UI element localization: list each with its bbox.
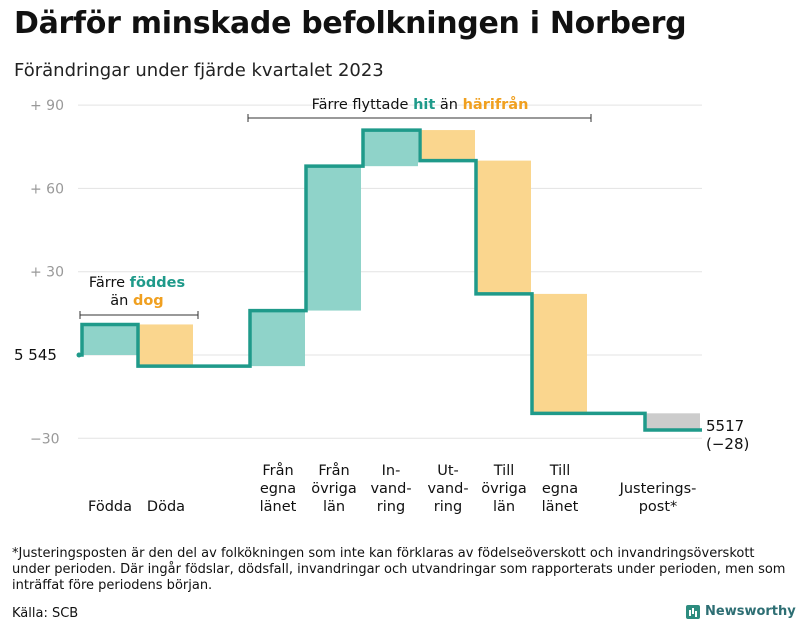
category-label-till_egna: Till egna länet xyxy=(520,462,600,516)
bar-utvandring xyxy=(420,130,475,161)
brand-logo: Newsworthy xyxy=(686,604,796,619)
migration-annotation-highlight2: härifrån xyxy=(462,97,529,113)
category-label-line: egna xyxy=(541,481,579,497)
category-label-line: Döda xyxy=(146,499,186,515)
chart-title: Därför minskade befolkningen i Norberg xyxy=(14,6,687,41)
newsworthy-logo-icon xyxy=(686,604,700,619)
y-tick-label: + 30 xyxy=(30,265,64,281)
category-label-line: övriga xyxy=(311,481,357,497)
category-label-line: vand- xyxy=(370,481,412,497)
category-label-fran_egna: Från egna länet xyxy=(238,462,318,516)
migration-annotation-middle: än xyxy=(439,97,458,113)
start-point xyxy=(76,352,82,358)
category-label-line: länet xyxy=(259,499,297,515)
y-tick-label: + 90 xyxy=(30,98,64,114)
category-label-line: ring xyxy=(376,499,406,515)
category-label-line: Till xyxy=(549,463,571,479)
category-label-invandring: In-vand-ring xyxy=(351,462,431,516)
category-label-fran_ovriga: Från övriga län xyxy=(294,462,374,516)
category-label-doda: Döda xyxy=(126,498,206,516)
category-label-line: vand- xyxy=(427,481,469,497)
bar-till_ovriga xyxy=(476,160,531,294)
start-value-label: 5 545 xyxy=(14,346,57,364)
category-label-justeringspost: Justerings-post* xyxy=(618,480,698,516)
category-label-line: län xyxy=(492,499,516,515)
footnote: *Justeringsposten är den del av folkökni… xyxy=(12,546,786,593)
category-label-line: In- xyxy=(381,463,401,479)
bar-invandring xyxy=(363,130,418,167)
category-label-line: Justerings- xyxy=(619,481,697,497)
category-label-fodda: Födda xyxy=(70,498,150,516)
bar-justeringspost xyxy=(645,413,700,430)
category-label-line: länet xyxy=(541,499,579,515)
bar-fran_ovriga xyxy=(306,166,361,311)
category-label-line: övriga xyxy=(481,481,527,497)
chart-subtitle: Förändringar under fjärde kvartalet 2023 xyxy=(14,60,384,81)
migration-annotation-highlight1: hit xyxy=(413,97,436,113)
end-value-label: 5517 (−28) xyxy=(706,417,749,453)
category-label-line: Ut- xyxy=(437,463,459,479)
category-label-line: ring xyxy=(433,499,463,515)
bar-doda xyxy=(138,324,193,367)
category-label-line: Till xyxy=(493,463,515,479)
category-label-utvandring: Ut-vand-ring xyxy=(408,462,488,516)
migration-annotation-prefix: Färre flyttade xyxy=(311,97,409,113)
cumulative-step-line xyxy=(78,128,702,432)
births-annotation-middle: än xyxy=(110,293,129,309)
category-label-line: Från xyxy=(262,463,294,479)
y-tick-label: −30 xyxy=(30,431,60,447)
migration-annotation: Färre flyttade hit än härifrån xyxy=(248,96,592,114)
source: Källa: SCB xyxy=(12,606,79,621)
end-change: (−28) xyxy=(706,435,750,453)
category-label-line: post* xyxy=(638,499,678,515)
brand-name: Newsworthy xyxy=(705,604,796,619)
category-label-line: egna xyxy=(259,481,297,497)
category-label-line: Från xyxy=(318,463,350,479)
end-value: 5517 xyxy=(706,417,745,435)
category-label-till_ovriga: Till övriga län xyxy=(464,462,544,516)
births-annotation-highlight2: dog xyxy=(132,293,164,309)
y-tick-label: + 60 xyxy=(30,181,64,197)
bar-fodda xyxy=(82,324,137,355)
category-label-line: Födda xyxy=(88,499,132,515)
bar-till_egna xyxy=(532,293,587,414)
category-label-line: län xyxy=(322,499,346,515)
births-annotation-highlight1: föddes xyxy=(129,275,186,291)
bar-fran_egna xyxy=(250,310,305,367)
births-annotation: Färre föddes än dog xyxy=(72,274,202,310)
births-annotation-prefix: Färre xyxy=(88,275,126,291)
